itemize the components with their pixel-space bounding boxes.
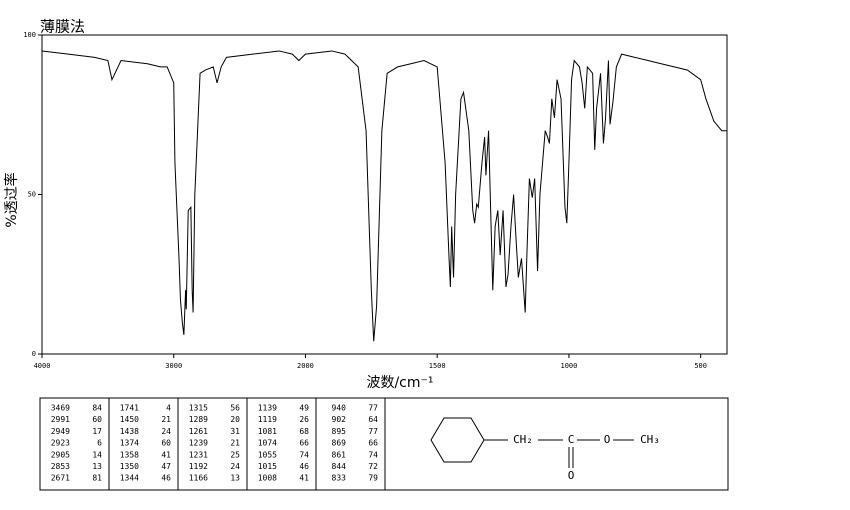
peak-transmittance: 60 [92,415,102,424]
peak-wavenumber: 1261 [189,427,208,436]
peak-transmittance: 21 [230,439,240,448]
atom-label: CH₂ [513,433,533,446]
peak-wavenumber: 861 [332,450,347,459]
peak-wavenumber: 2853 [51,462,70,471]
spectrum-line [41,50,727,342]
peak-transmittance: 64 [368,415,378,424]
peak-wavenumber: 1015 [258,462,277,471]
peak-wavenumber: 1139 [258,404,277,413]
peak-wavenumber: 2905 [51,450,70,459]
peak-wavenumber: 1289 [189,415,208,424]
peak-wavenumber: 833 [332,474,347,483]
chart-title: 薄膜法 [40,18,85,36]
peak-wavenumber: 1231 [189,450,208,459]
peak-transmittance: 41 [161,450,171,459]
peak-wavenumber: 1239 [189,439,208,448]
y-tick-label: 100 [23,31,36,39]
peak-transmittance: 21 [161,415,171,424]
peak-transmittance: 79 [368,474,378,483]
x-tick-label: 1000 [560,362,577,370]
y-axis-label: %透过率 [3,172,20,227]
peak-wavenumber: 902 [332,415,347,424]
peak-transmittance: 24 [161,427,171,436]
peak-transmittance: 49 [299,404,309,413]
peak-transmittance: 84 [92,404,102,413]
peak-wavenumber: 2949 [51,427,70,436]
peak-transmittance: 17 [92,427,102,436]
peak-wavenumber: 1358 [120,450,139,459]
peak-wavenumber: 1350 [120,462,139,471]
x-tick-label: 2000 [297,362,314,370]
peak-transmittance: 46 [161,474,171,483]
peak-wavenumber: 869 [332,439,347,448]
x-tick-label: 4000 [34,362,51,370]
peak-wavenumber: 2671 [51,474,70,483]
peak-transmittance: 26 [299,415,309,424]
peak-wavenumber: 895 [332,427,347,436]
peak-transmittance: 77 [368,404,378,413]
peak-wavenumber: 1450 [120,415,139,424]
peak-transmittance: 66 [299,439,309,448]
peak-transmittance: 4 [166,404,171,413]
peak-transmittance: 74 [368,450,378,459]
x-tick-label: 500 [694,362,707,370]
peak-transmittance: 20 [230,415,240,424]
peak-transmittance: 72 [368,462,378,471]
peak-wavenumber: 2923 [51,439,70,448]
peak-wavenumber: 1008 [258,474,277,483]
peak-transmittance: 60 [161,439,171,448]
peak-wavenumber: 1741 [120,404,139,413]
atom-label: CH₃ [640,433,660,446]
peak-transmittance: 46 [299,462,309,471]
peak-transmittance: 24 [230,462,240,471]
structure [430,417,634,468]
peak-wavenumber: 2991 [51,415,70,424]
peak-transmittance: 14 [92,450,102,459]
peak-wavenumber: 1055 [258,450,277,459]
peak-transmittance: 6 [97,439,102,448]
peak-transmittance: 74 [299,450,309,459]
peak-transmittance: 13 [92,462,102,471]
peak-transmittance: 81 [92,474,102,483]
atom-label: O [568,469,575,482]
peak-transmittance: 66 [368,439,378,448]
peak-wavenumber: 1344 [120,474,139,483]
peak-transmittance: 68 [299,427,309,436]
peak-wavenumber: 1374 [120,439,139,448]
peak-transmittance: 56 [230,404,240,413]
atom-label: C [568,433,575,446]
peak-wavenumber: 844 [332,462,347,471]
x-tick-label: 3000 [165,362,182,370]
peak-transmittance: 47 [161,462,171,471]
peak-transmittance: 77 [368,427,378,436]
x-axis-label: 波数/cm⁻¹ [366,375,433,391]
peak-wavenumber: 1315 [189,404,208,413]
peak-transmittance: 41 [299,474,309,483]
table-frame [39,397,729,491]
peak-wavenumber: 1119 [258,415,277,424]
peak-wavenumber: 940 [332,404,347,413]
peak-transmittance: 25 [230,450,240,459]
peak-wavenumber: 1074 [258,439,277,448]
peak-wavenumber: 3469 [51,404,70,413]
x-tick-label: 1500 [429,362,446,370]
peak-wavenumber: 1438 [120,427,139,436]
peak-transmittance: 31 [230,427,240,436]
peak-wavenumber: 1081 [258,427,277,436]
atom-label: O [604,433,611,446]
y-tick-label: 0 [32,350,36,358]
y-tick-label: 50 [28,191,36,199]
peak-transmittance: 13 [230,474,240,483]
peak-wavenumber: 1166 [189,474,208,483]
peak-wavenumber: 1192 [189,462,208,471]
